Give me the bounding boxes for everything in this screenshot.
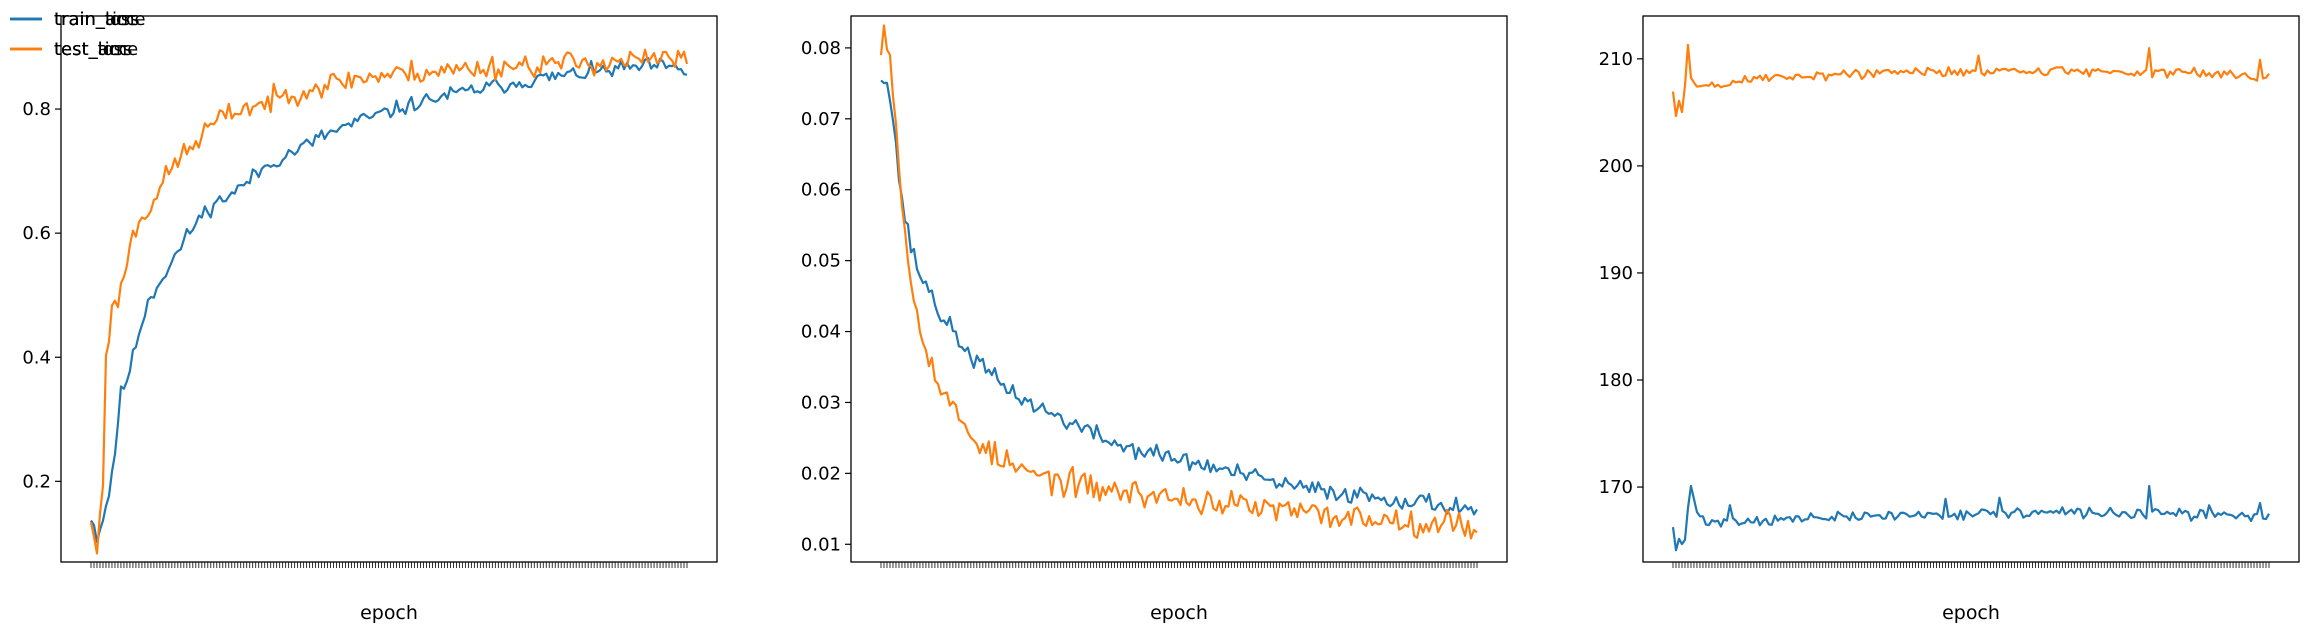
legend-label-train-time: train_time <box>54 9 146 30</box>
accuracy-x-axis <box>90 562 688 568</box>
legend-label-train-acc: train_acc <box>54 9 136 30</box>
legend-label-train-loss: train_loss <box>54 9 140 30</box>
y-tick-label: 200 <box>1599 156 1633 177</box>
loss-plot-frame <box>850 15 1508 563</box>
time-chart: 170 180 190 200 210 epoch train_time test_tim… <box>10 9 2300 624</box>
y-tick-label: 0.05 <box>801 251 841 272</box>
loss-y-axis: 0.01 0.02 0.03 0.04 0.05 0.06 0.07 0.08 <box>801 38 851 555</box>
time-legend: train_time test_time <box>10 9 146 60</box>
series-line-test-loss <box>879 24 1478 540</box>
series-line-train-acc <box>90 56 688 543</box>
y-tick-label: 0.04 <box>801 322 841 343</box>
y-tick-label: 210 <box>1599 49 1633 70</box>
accuracy-legend: train_acc test_acc <box>10 9 136 60</box>
time-marks <box>1671 43 2270 552</box>
loss-x-axis <box>880 562 1478 568</box>
y-tick-label: 0.4 <box>22 347 51 368</box>
y-tick-label: 0.6 <box>22 223 51 244</box>
time-plot-frame <box>1642 15 2300 563</box>
loss-chart: 0.01 0.02 0.03 0.04 0.05 0.06 0.07 0.08 epoch t… <box>10 9 1508 624</box>
series-line-train-loss <box>880 79 1478 516</box>
accuracy-marks <box>89 48 689 555</box>
accuracy-y-axis: 0.2 0.4 0.6 0.8 <box>22 99 61 492</box>
legend-label-test-acc: test_acc <box>54 39 128 60</box>
legend-label-test-time: test_time <box>54 39 138 60</box>
loss-x-axis-label: epoch <box>1150 602 1208 624</box>
time-x-axis <box>1672 562 2270 568</box>
loss-marks <box>879 24 1478 540</box>
y-tick-label: 0.08 <box>801 38 841 59</box>
y-tick-label: 0.06 <box>801 180 841 201</box>
y-tick-label: 0.03 <box>801 392 841 413</box>
y-tick-label: 170 <box>1599 477 1633 498</box>
legend-label-test-loss: test_loss <box>54 39 132 60</box>
series-line-train-time <box>1671 484 2270 552</box>
y-tick-label: 0.07 <box>801 109 841 130</box>
y-tick-label: 180 <box>1599 370 1633 391</box>
y-tick-label: 190 <box>1599 263 1633 284</box>
accuracy-x-axis-label: epoch <box>360 602 418 624</box>
y-tick-label: 0.2 <box>22 471 51 492</box>
y-tick-label: 0.8 <box>22 99 51 120</box>
time-x-axis-label: epoch <box>1942 602 2000 624</box>
time-y-axis: 170 180 190 200 210 <box>1599 49 1643 498</box>
y-tick-label: 0.01 <box>801 534 841 555</box>
accuracy-plot-frame <box>60 15 718 563</box>
series-line-test-time <box>1671 43 2270 118</box>
y-tick-label: 0.02 <box>801 463 841 484</box>
accuracy-chart: 0.2 0.4 0.6 0.8 epoch train_acc test_acc <box>10 9 718 624</box>
series-line-test-acc <box>89 48 689 555</box>
